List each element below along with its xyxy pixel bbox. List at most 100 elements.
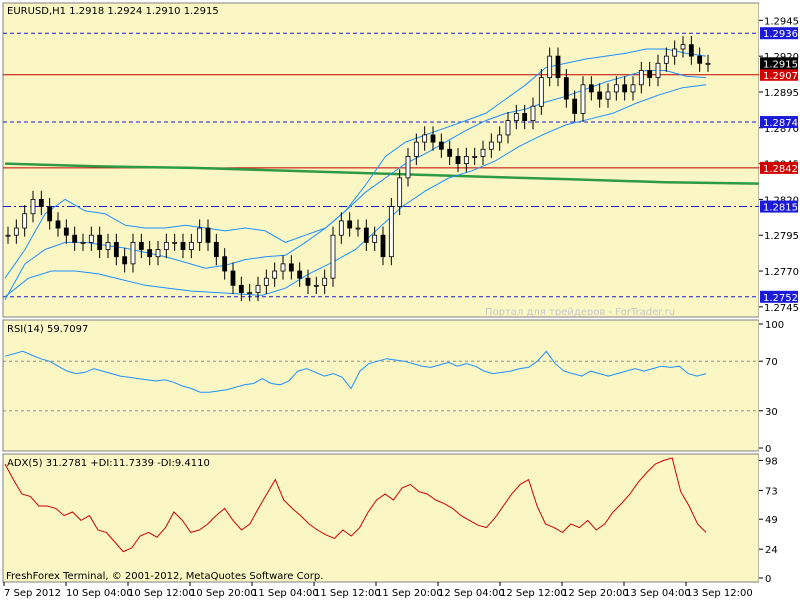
last-price-box	[760, 57, 798, 70]
candle-body	[430, 134, 436, 143]
candle-body	[688, 44, 694, 57]
candle-body	[563, 77, 569, 100]
price-title: EURUSD,H1 1.2918 1.2924 1.2910 1.2915	[7, 6, 219, 17]
candle-body	[497, 134, 503, 143]
adx-y-tick-label: 98	[765, 456, 778, 467]
candle-body	[47, 206, 53, 222]
axis-layer: 1.29451.29201.28951.28701.28451.28201.27…	[3, 16, 799, 599]
x-tick-label: 13 Sep 04:00	[624, 588, 691, 599]
candle-body	[222, 256, 228, 272]
candle-body	[138, 241, 144, 250]
candle-body	[280, 263, 286, 272]
level-label: 1.2907	[763, 71, 798, 82]
candle-body	[122, 256, 128, 265]
candle-body	[38, 198, 44, 207]
level-label-box	[760, 290, 798, 303]
candle-body	[680, 44, 686, 50]
candle-body	[530, 105, 536, 122]
candle-body	[172, 241, 178, 244]
candle-body	[163, 241, 169, 250]
price-y-tick-label: 1.2945	[764, 16, 799, 27]
candle-body	[180, 241, 186, 250]
rsi-y-tick-label: 30	[765, 407, 778, 418]
candle-body	[672, 48, 678, 57]
candle-body	[413, 141, 419, 157]
candle-body	[330, 234, 336, 279]
candle-body	[447, 148, 453, 157]
candle-body	[372, 234, 378, 243]
level-label-box	[760, 27, 798, 40]
rsi-y-tick-label: 100	[765, 320, 784, 331]
footer-copyright: FreshForex Terminal, © 2001-2012, MetaQu…	[6, 571, 323, 582]
adx-layer	[4, 457, 707, 553]
candle-body	[238, 284, 244, 293]
candle-body	[97, 234, 103, 250]
candle-body	[438, 141, 444, 150]
candle-body	[13, 227, 19, 236]
level-label-box	[760, 161, 798, 174]
price-y-tick-label: 1.2745	[764, 303, 799, 314]
candle-body	[472, 156, 478, 158]
candle-body	[80, 241, 86, 244]
adx-line	[4, 457, 707, 553]
x-tick-label: 10 Sep 12:00	[128, 588, 195, 599]
candle-body	[247, 292, 253, 294]
candle-body	[580, 84, 586, 114]
candle-body	[572, 98, 578, 114]
candle-body	[188, 241, 194, 250]
candle-body	[630, 84, 636, 93]
candle-body	[480, 148, 486, 157]
candle-body	[588, 84, 594, 93]
candle-body	[213, 241, 219, 258]
candle-body	[538, 77, 544, 107]
candle-body	[455, 156, 461, 164]
price-y-tick-label: 1.2770	[764, 267, 799, 278]
candle-body	[505, 120, 511, 136]
bb-lower-line	[4, 84, 707, 298]
candle-body	[88, 234, 94, 243]
candle-body	[322, 277, 328, 286]
candle-body	[5, 234, 11, 237]
candle-body	[397, 177, 403, 207]
adx-y-tick-label: 24	[765, 545, 778, 556]
candle-body	[55, 220, 61, 229]
candle-body	[547, 55, 553, 79]
candle-body	[272, 270, 278, 279]
price-layer	[3, 32, 760, 302]
candle-body	[705, 62, 711, 65]
candle-body	[113, 241, 119, 258]
bb-upper-line	[4, 48, 707, 279]
candle-body	[255, 284, 261, 293]
candle-body	[297, 270, 303, 279]
watermark: Портал для трейдеров - ForTrader.ru	[485, 307, 675, 318]
candle-body	[488, 141, 494, 150]
x-tick-label: 10 Sep 04:00	[66, 588, 133, 599]
candle-body	[697, 55, 703, 64]
candle-body	[380, 234, 386, 258]
price-y-tick-label: 1.2895	[764, 88, 799, 99]
candle-body	[597, 91, 603, 100]
candle-body	[313, 284, 319, 287]
candle-body	[30, 198, 36, 215]
level-label: 1.2842	[763, 164, 798, 175]
x-tick-label: 11 Sep 20:00	[376, 588, 443, 599]
candle-body	[363, 227, 369, 243]
level-label: 1.2752	[763, 293, 798, 304]
last-price-label: 1.2915	[763, 59, 798, 70]
adx-y-tick-label: 49	[765, 515, 778, 526]
candle-body	[72, 234, 78, 243]
candle-body	[197, 227, 203, 243]
x-tick-label: 12 Sep 20:00	[562, 588, 629, 599]
candle-body	[605, 91, 611, 100]
candle-body	[613, 84, 619, 93]
ma-line	[4, 162, 760, 185]
rsi-title: RSI(14) 59.7097	[7, 324, 88, 335]
adx-title: ADX(5) 31.2781 +DI:11.7339 -DI:9.4110	[7, 458, 210, 469]
x-tick-label: 12 Sep 04:00	[438, 588, 505, 599]
candle-body	[205, 227, 211, 243]
rsi-y-tick-label: 0	[765, 444, 771, 455]
candle-body	[63, 227, 69, 236]
rsi-panel	[2, 319, 760, 452]
